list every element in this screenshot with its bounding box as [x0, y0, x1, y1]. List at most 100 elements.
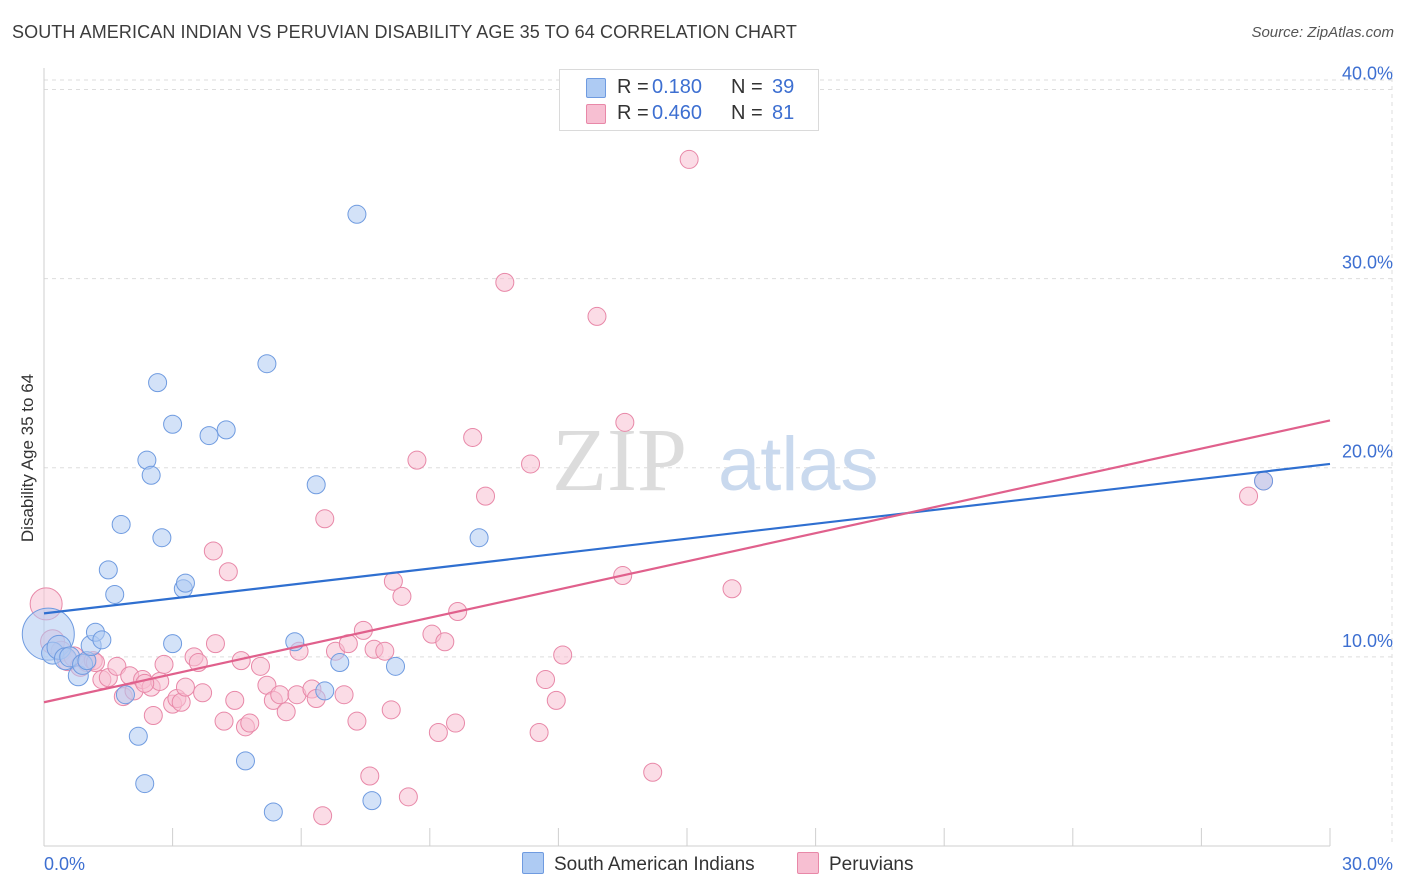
- x-tick-label: 30.0%: [1342, 854, 1393, 874]
- peruvian-point: [218, 562, 238, 582]
- south-american-indian-point: [115, 685, 135, 705]
- peruvian-point: [643, 762, 663, 782]
- axes: [43, 68, 1331, 847]
- peruvian-point: [205, 634, 225, 654]
- peruvian-point: [203, 541, 223, 561]
- south-american-indian-point: [98, 560, 118, 580]
- chart-title: SOUTH AMERICAN INDIAN VS PERUVIAN DISABI…: [12, 22, 798, 42]
- peruvian-point: [722, 579, 742, 599]
- south-american-indian-point: [235, 751, 255, 771]
- south-american-indian-point: [330, 653, 350, 673]
- tick-labels: 10.0% 20.0% 30.0% 40.0% 0.0% 30.0%: [44, 63, 1393, 874]
- peruvian-point: [398, 787, 418, 807]
- pink-swatch: [797, 852, 819, 874]
- peruvian-point: [360, 766, 380, 786]
- peruvian-point: [313, 806, 333, 826]
- n-value: 81: [772, 102, 795, 124]
- peruvian-point: [240, 713, 260, 733]
- peruvian-point: [435, 632, 455, 652]
- peruvian-point: [135, 673, 155, 693]
- peruvian-point: [407, 450, 427, 470]
- peruvian-point: [529, 723, 549, 743]
- peruvian-point: [107, 656, 127, 676]
- south-american-indian-point: [148, 373, 168, 393]
- peruvian-point: [381, 700, 401, 720]
- peruvian-point: [154, 654, 174, 674]
- peruvian-point: [250, 656, 270, 676]
- south-american-indian-point: [306, 475, 326, 495]
- peruvian-point: [521, 454, 541, 474]
- south-american-indian-point: [163, 634, 183, 654]
- peruvian-point: [615, 412, 635, 432]
- watermark-atlas: atlas: [718, 422, 879, 507]
- peruvian-point: [143, 705, 163, 725]
- south-american-indian-point: [105, 584, 125, 604]
- south-american-indian-point: [152, 528, 172, 548]
- south-american-indian-point: [257, 354, 277, 374]
- peruvian-point: [428, 723, 448, 743]
- r-value: 0.180: [652, 76, 703, 98]
- peruvian-point: [334, 685, 354, 705]
- south-american-indian-point: [163, 414, 183, 434]
- peruvians-trend-line: [43, 419, 1331, 704]
- trend-lines: [43, 419, 1331, 704]
- y-axis-label: Disability Age 35 to 64: [18, 374, 37, 542]
- peruvian-point: [193, 683, 213, 703]
- peruvian-point: [446, 713, 466, 733]
- x-tick-label: 0.0%: [44, 854, 85, 874]
- south-american-indian-point: [175, 573, 195, 593]
- south-american-indian-point: [362, 791, 382, 811]
- peruvian-point: [553, 645, 573, 665]
- peruvian-point: [463, 427, 483, 447]
- south-american-indian-point: [315, 681, 335, 701]
- blue-swatch: [586, 78, 606, 98]
- legend-label: South American Indians: [554, 854, 755, 875]
- south-american-indian-point: [128, 726, 148, 746]
- south-american-indian-point: [92, 630, 112, 650]
- r-label: R =: [617, 102, 649, 124]
- n-label: N =: [731, 76, 763, 98]
- peruvian-point: [270, 685, 290, 705]
- blue-swatch: [522, 852, 544, 874]
- south-american-indians-trend-line: [43, 462, 1331, 615]
- y-tick-label: 20.0%: [1342, 442, 1393, 462]
- grid: [44, 70, 1393, 846]
- peruvian-point: [536, 670, 556, 690]
- stats-legend: R = 0.180 N = 39 R = 0.460 N = 81: [559, 69, 819, 131]
- peruvian-point: [225, 690, 245, 710]
- r-label: R =: [617, 76, 649, 98]
- r-value: 0.460: [652, 102, 703, 124]
- south-american-indian-point: [111, 514, 131, 534]
- south-american-indian-point: [386, 656, 406, 676]
- peruvian-point: [679, 149, 699, 169]
- legend-item-peruvians[interactable]: Peruvians: [797, 852, 914, 876]
- legend-item-south-american-indians[interactable]: South American Indians: [522, 852, 755, 876]
- peruvian-point: [495, 272, 515, 292]
- south-american-indian-point: [135, 774, 155, 794]
- south-american-indian-point: [347, 204, 367, 224]
- peruvian-point: [347, 711, 367, 731]
- peruvian-point: [476, 486, 496, 506]
- n-value: 39: [772, 76, 795, 98]
- peruvian-point: [214, 711, 234, 731]
- peruvian-point: [276, 702, 296, 722]
- south-american-indian-point: [216, 420, 236, 440]
- south-american-indian-point: [199, 426, 219, 446]
- south-american-indian-point: [263, 802, 283, 822]
- peruvian-point: [1239, 486, 1259, 506]
- peruvian-point: [587, 306, 607, 326]
- peruvian-point: [392, 586, 412, 606]
- legend-label: Peruvians: [829, 854, 914, 875]
- source-label: Source: ZipAtlas.com: [1251, 24, 1394, 41]
- y-tick-label: 10.0%: [1342, 631, 1393, 651]
- south-american-indians-points: [21, 204, 1274, 822]
- peruvian-point: [375, 641, 395, 661]
- south-american-indian-point: [469, 528, 489, 548]
- south-american-indian-point: [141, 465, 161, 485]
- peruvian-point: [315, 509, 335, 529]
- peruvian-point: [546, 690, 566, 710]
- y-tick-label: 40.0%: [1342, 63, 1393, 83]
- pink-swatch: [586, 104, 606, 124]
- n-label: N =: [731, 102, 763, 124]
